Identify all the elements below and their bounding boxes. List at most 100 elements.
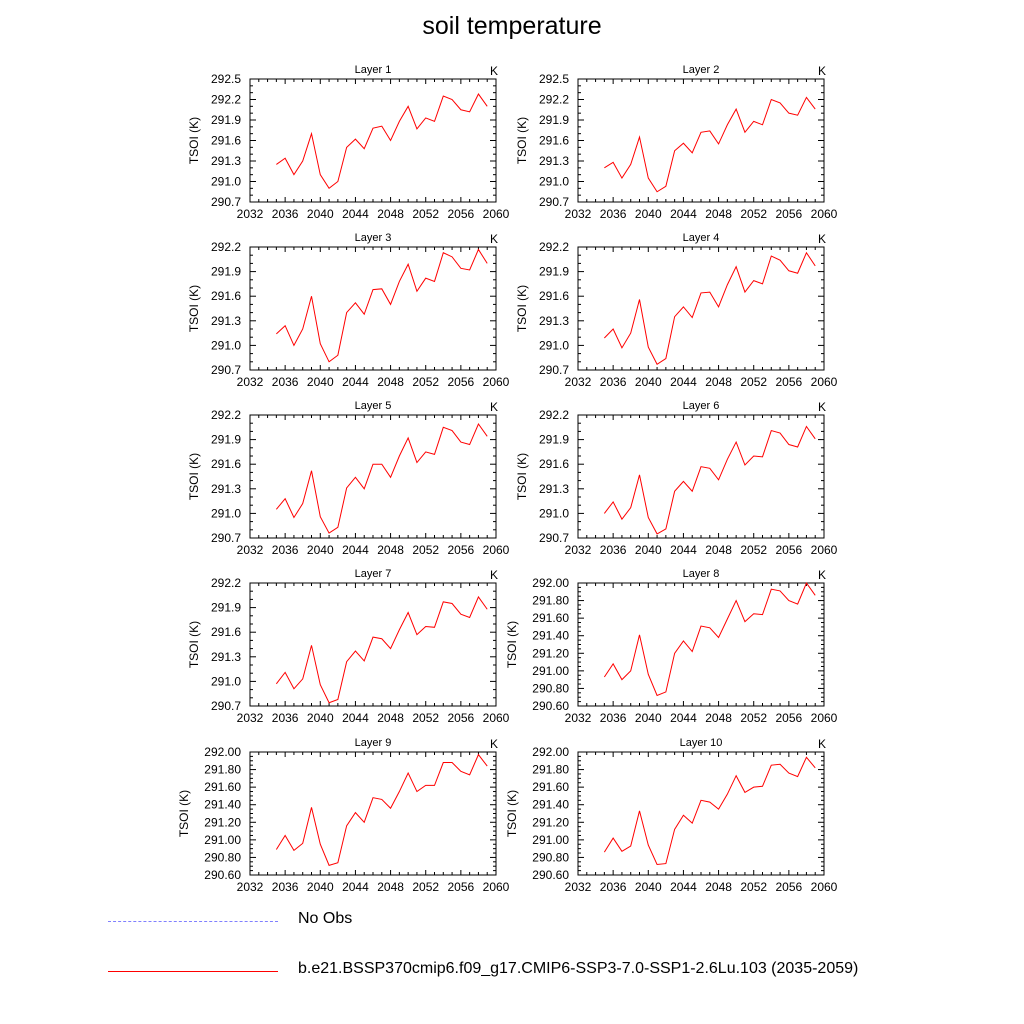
y-tick-label: 291.80	[532, 763, 569, 777]
y-tick-label: 290.60	[204, 868, 241, 882]
y-tick-label: 291.60	[532, 611, 569, 625]
x-tick-label: 2052	[412, 880, 439, 894]
panel-title: Layer 4	[683, 232, 720, 244]
plot-frame	[577, 78, 825, 203]
y-tick-label: 290.60	[532, 699, 569, 713]
panel-4: Layer 4 K TSOI (K) 2032 2036 2040 2044 2048 2052…	[515, 232, 838, 389]
plot-frame	[249, 582, 497, 707]
y-tick-label: 291.6	[211, 289, 241, 303]
y-tick-label: 290.60	[532, 868, 569, 882]
legend-model: b.e21.BSSP370cmip6.f09_g17.CMIP6-SSP3-7.…	[108, 960, 1008, 984]
y-tick-label: 291.40	[532, 629, 569, 643]
x-tick-label: 2048	[377, 711, 404, 725]
y-tick-label: 291.9	[211, 601, 241, 615]
panel-3: Layer 3 K TSOI (K) 2032 2036 2040 2044 2048 2052…	[187, 232, 510, 389]
panel-title: Layer 10	[680, 737, 723, 749]
x-tick-label: 2036	[600, 711, 627, 725]
y-tick-label: 291.00	[532, 664, 569, 678]
y-tick-label: 291.9	[211, 113, 241, 127]
y-tick-label: 292.2	[211, 93, 241, 107]
panel-title: Layer 3	[355, 232, 392, 244]
y-tick-label: 292.2	[211, 408, 241, 422]
y-tick-label: 291.9	[539, 433, 569, 447]
x-tick-label: 2056	[776, 207, 803, 221]
x-tick-label: 2048	[705, 711, 732, 725]
x-tick-label: 2032	[237, 375, 264, 389]
y-tick-label: 291.0	[211, 506, 241, 520]
panel-units: K	[818, 400, 826, 414]
panel-units: K	[490, 400, 498, 414]
x-tick-label: 2052	[412, 711, 439, 725]
x-tick-label: 2052	[740, 880, 767, 894]
x-tick-label: 2040	[635, 207, 662, 221]
y-tick-label: 291.20	[532, 646, 569, 660]
x-tick-label: 2036	[272, 880, 299, 894]
x-tick-label: 2040	[635, 375, 662, 389]
y-axis-label: TSOI (K)	[187, 453, 201, 500]
y-tick-label: 291.20	[204, 815, 241, 829]
legend-no-obs-line	[108, 921, 278, 922]
y-tick-label: 291.6	[539, 457, 569, 471]
y-tick-label: 290.7	[539, 363, 569, 377]
series-line	[276, 248, 488, 363]
x-tick-label: 2052	[412, 207, 439, 221]
y-tick-label: 291.80	[204, 763, 241, 777]
x-tick-label: 2060	[811, 543, 838, 557]
series-line	[275, 753, 488, 866]
y-tick-label: 290.7	[211, 363, 241, 377]
x-tick-label: 2040	[635, 880, 662, 894]
x-tick-label: 2032	[237, 711, 264, 725]
x-tick-label: 2056	[448, 711, 475, 725]
panel-5: Layer 5 K TSOI (K) 2032 2036 2040 2044 2048 2052…	[187, 400, 510, 557]
series-line	[604, 96, 816, 193]
y-tick-label: 291.3	[211, 482, 241, 496]
y-axis-label: TSOI (K)	[187, 285, 201, 332]
y-tick-label: 290.80	[204, 850, 241, 864]
y-tick-label: 290.7	[211, 195, 241, 209]
x-tick-label: 2044	[342, 543, 369, 557]
plot-frame	[249, 78, 497, 203]
y-tick-label: 291.6	[211, 134, 241, 148]
panel-2: Layer 2 K TSOI (K) 2032 2036 2040 2044 2048 2052…	[515, 64, 838, 221]
x-tick-label: 2056	[776, 375, 803, 389]
y-tick-label: 291.0	[539, 338, 569, 352]
y-axis-label: TSOI (K)	[177, 790, 191, 837]
x-tick-label: 2060	[483, 543, 510, 557]
x-tick-label: 2056	[448, 543, 475, 557]
y-axis-label: TSOI (K)	[515, 285, 529, 332]
x-tick-label: 2036	[272, 711, 299, 725]
x-tick-label: 2044	[670, 880, 697, 894]
panel-6: Layer 6 K TSOI (K) 2032 2036 2040 2044 2048 2052…	[515, 400, 838, 557]
x-tick-label: 2044	[342, 375, 369, 389]
y-tick-label: 291.20	[532, 815, 569, 829]
x-tick-label: 2060	[483, 711, 510, 725]
panel-title: Layer 8	[683, 568, 720, 580]
panel-title: Layer 6	[683, 400, 720, 412]
panel-units: K	[818, 568, 826, 582]
y-tick-label: 291.0	[539, 506, 569, 520]
plot-frame	[577, 246, 825, 371]
y-tick-label: 290.80	[532, 681, 569, 695]
x-tick-label: 2036	[600, 543, 627, 557]
legend-no-obs: No Obs	[108, 910, 1008, 934]
x-tick-label: 2040	[307, 375, 334, 389]
y-tick-label: 291.9	[539, 113, 569, 127]
y-tick-label: 291.6	[539, 134, 569, 148]
y-tick-label: 291.9	[211, 433, 241, 447]
y-tick-label: 291.3	[211, 650, 241, 664]
series-line	[603, 581, 816, 697]
x-tick-label: 2032	[237, 543, 264, 557]
x-tick-label: 2044	[670, 207, 697, 221]
panel-title: Layer 7	[355, 568, 392, 580]
y-tick-label: 292.5	[211, 72, 241, 86]
y-tick-label: 291.80	[532, 594, 569, 608]
panel-8: Layer 8 K TSOI (K) 2032 2036 2040 2044 2048 2052…	[505, 568, 838, 725]
x-tick-label: 2032	[237, 207, 264, 221]
x-tick-label: 2052	[740, 543, 767, 557]
y-tick-label: 292.2	[211, 576, 241, 590]
x-tick-label: 2052	[412, 375, 439, 389]
x-tick-label: 2056	[448, 375, 475, 389]
x-tick-label: 2040	[307, 207, 334, 221]
y-tick-label: 291.6	[539, 289, 569, 303]
y-tick-label: 291.9	[539, 265, 569, 279]
